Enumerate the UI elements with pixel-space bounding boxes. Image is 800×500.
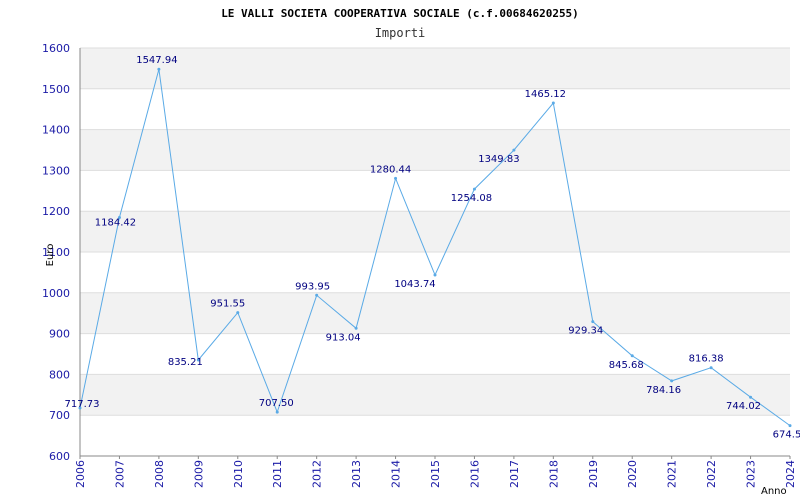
data-label-2022: 816.38 <box>689 354 724 365</box>
series-line-group <box>78 67 792 428</box>
data-point-2015 <box>433 273 437 277</box>
y-tick-label-1600: 1600 <box>42 42 70 55</box>
x-tick-label-2016: 2016 <box>468 460 481 488</box>
y-tick-label-1400: 1400 <box>42 124 70 137</box>
chart-title: LE VALLI SOCIETA COOPERATIVA SOCIALE (c.… <box>221 7 579 20</box>
x-tick-label-2009: 2009 <box>192 460 205 488</box>
x-axis-label: Anno <box>761 486 787 497</box>
y-tick-label-800: 800 <box>49 368 70 381</box>
band-1500 <box>80 48 790 89</box>
data-point-2020 <box>630 354 634 358</box>
y-tick-label-1500: 1500 <box>42 83 70 96</box>
data-label-2023: 744.02 <box>726 401 761 412</box>
data-point-2021 <box>670 379 674 383</box>
data-point-2022 <box>709 366 713 370</box>
y-tick-label-600: 600 <box>49 450 70 463</box>
data-label-2008: 1547.94 <box>136 55 177 66</box>
data-label-2012: 993.95 <box>295 281 330 292</box>
data-label-2018: 1465.12 <box>525 89 566 100</box>
data-label-2017: 1349.83 <box>478 154 519 165</box>
data-label-2019: 929.34 <box>568 326 603 337</box>
x-tick-label-2007: 2007 <box>113 460 126 488</box>
y-tick-label-700: 700 <box>49 409 70 422</box>
x-tick-label-2013: 2013 <box>350 460 363 488</box>
x-tick-label-2023: 2023 <box>745 460 758 488</box>
data-point-2018 <box>551 101 555 105</box>
y-tick-label-1100: 1100 <box>42 246 70 259</box>
data-point-2007 <box>117 216 121 220</box>
chart-subtitle: Importi <box>375 26 426 40</box>
x-tick-label-2015: 2015 <box>429 460 442 488</box>
data-label-2020: 845.68 <box>609 360 644 371</box>
x-tick-label-2021: 2021 <box>666 460 679 488</box>
x-tick-label-2022: 2022 <box>705 460 718 488</box>
band-1100 <box>80 211 790 252</box>
x-tick-label-2012: 2012 <box>311 460 324 488</box>
data-point-2024 <box>788 424 792 428</box>
y-tick-label-900: 900 <box>49 328 70 341</box>
data-label-2016: 1254.08 <box>451 193 492 204</box>
band-1300 <box>80 129 790 171</box>
data-point-2008 <box>157 67 161 71</box>
x-tick-label-2020: 2020 <box>626 460 639 488</box>
data-point-2016 <box>472 187 476 191</box>
y-tick-label-1000: 1000 <box>42 287 70 300</box>
data-point-2023 <box>749 395 753 399</box>
data-label-2010: 951.55 <box>210 299 245 310</box>
data-point-2011 <box>275 410 279 414</box>
band-900 <box>80 292 790 334</box>
data-label-2015: 1043.74 <box>394 279 435 290</box>
data-label-2024: 674.5 <box>773 430 800 441</box>
x-tick-label-2010: 2010 <box>232 460 245 488</box>
data-labels: 717.73 1184.42 1547.94 835.21 951.55 707.50 99… <box>65 55 800 440</box>
axes <box>79 48 791 459</box>
data-point-2009 <box>196 358 200 362</box>
x-tick-label-2011: 2011 <box>271 460 284 488</box>
x-tick-label-2018: 2018 <box>547 460 560 488</box>
gridlines <box>80 47 790 457</box>
background-bands <box>80 48 790 416</box>
data-point-2014 <box>394 176 398 180</box>
data-point-2019 <box>591 320 595 324</box>
x-tick-label-2006: 2006 <box>74 460 87 488</box>
x-tick-label-2017: 2017 <box>508 460 521 488</box>
x-axis-ticks: 2006 2007 2008 2009 2010 2011 2012 2013 2014 2015… <box>74 460 797 488</box>
data-point-2017 <box>512 148 516 152</box>
data-label-2013: 913.04 <box>326 332 361 343</box>
data-label-2011: 707.50 <box>259 398 294 409</box>
data-label-2014: 1280.44 <box>370 164 411 175</box>
data-point-2006 <box>78 406 82 410</box>
y-tick-label-1300: 1300 <box>42 164 70 177</box>
data-label-2006: 717.73 <box>65 399 100 410</box>
data-label-2009: 835.21 <box>168 357 203 368</box>
y-axis-label: Euro <box>45 244 56 267</box>
data-point-2012 <box>315 293 319 297</box>
x-tick-label-2019: 2019 <box>587 460 600 488</box>
band-700 <box>80 374 790 416</box>
y-tick-label-1200: 1200 <box>42 205 70 218</box>
x-tick-label-2024: 2024 <box>784 460 797 488</box>
y-axis-ticks: 600 700 800 900 1000 1100 1200 1300 1400 1500 1600 <box>42 42 70 463</box>
data-point-2013 <box>354 326 358 330</box>
x-tick-label-2014: 2014 <box>390 460 403 488</box>
data-label-2021: 784.16 <box>646 385 681 396</box>
x-tick-label-2008: 2008 <box>153 460 166 488</box>
data-label-2007: 1184.42 <box>95 218 136 229</box>
data-point-2010 <box>236 311 240 315</box>
